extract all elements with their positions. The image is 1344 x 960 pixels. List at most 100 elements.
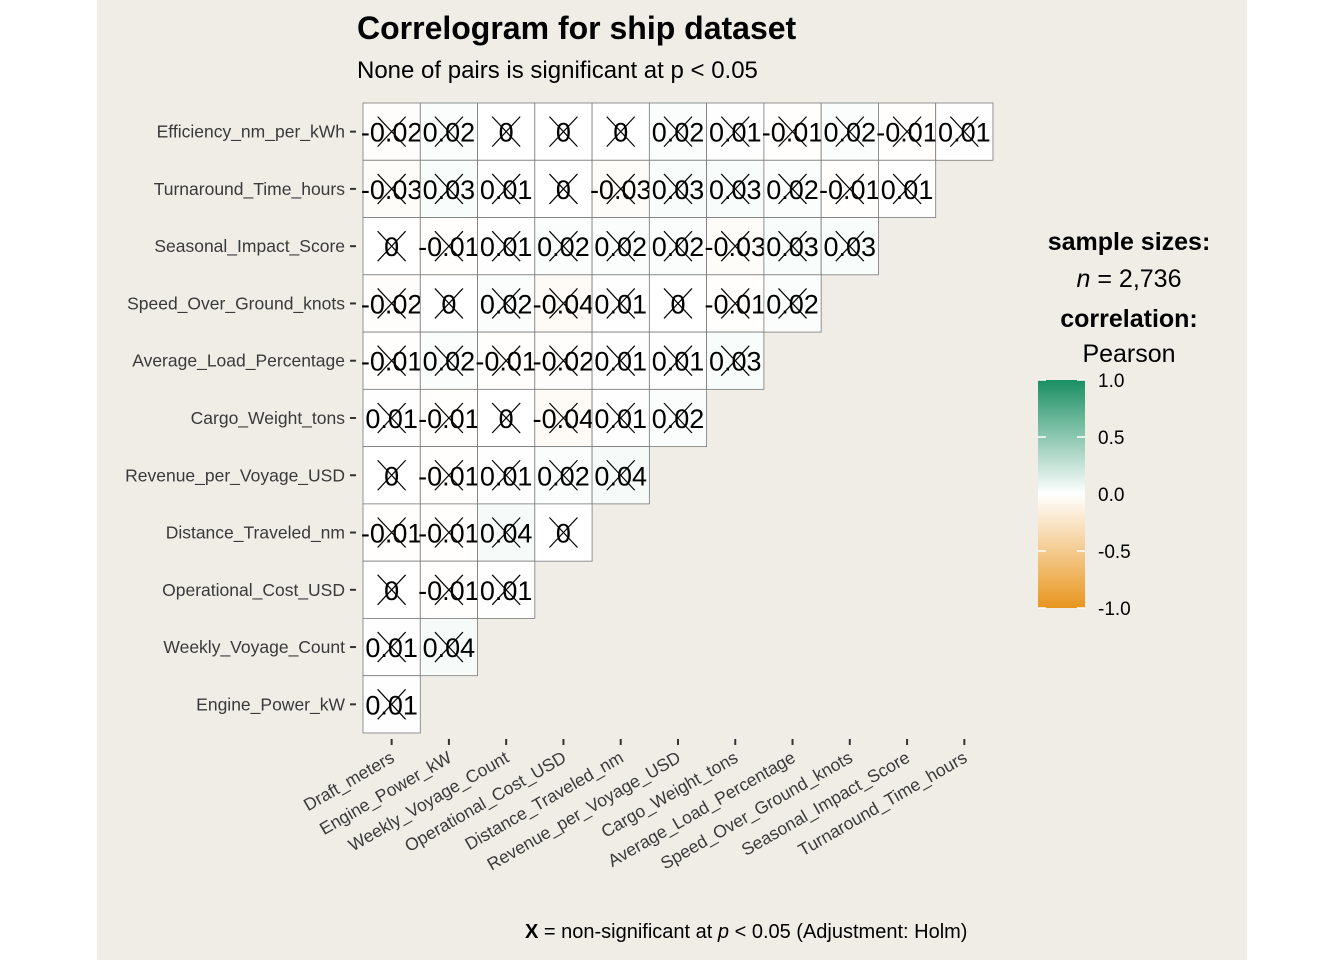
cell-value-label: 0 [670, 289, 685, 319]
non-significant-cross [434, 517, 464, 548]
heatmap-cell: 0 [362, 446, 421, 505]
heatmap-cell: 0.02 [477, 274, 536, 333]
cell-value-label: 0 [499, 404, 514, 434]
y-tick-label: Efficiency_nm_per_kWh [157, 122, 345, 143]
legend-n-symbol: n [1077, 265, 1091, 293]
non-significant-cross [606, 173, 636, 205]
non-significant-cross [606, 459, 636, 491]
legend-sample-size: n = 2,736 [1077, 265, 1182, 293]
legend-sample-heading: sample sizes: [1048, 228, 1211, 256]
non-significant-cross [491, 230, 521, 262]
non-significant-cross [377, 173, 407, 205]
heatmap-cell: 0.01 [935, 102, 994, 161]
heatmap-cell: -0.03 [590, 159, 652, 218]
heatmap-cell: 0 [362, 217, 421, 276]
non-significant-cross [720, 116, 750, 148]
cell-value-label: 0.04 [594, 461, 647, 491]
cell-value-label: 0.02 [423, 347, 476, 377]
non-significant-cross [491, 459, 521, 491]
cell-value-label: 0 [384, 576, 399, 606]
heatmap-cell: 0.04 [477, 503, 536, 562]
cell-value-label: 0 [384, 461, 399, 491]
heatmap-cell: 0.01 [362, 618, 421, 677]
non-significant-cross [778, 230, 807, 262]
legend-method: Pearson [1082, 340, 1175, 368]
cell-value-label: 0 [556, 519, 571, 549]
non-significant-cross [434, 288, 464, 319]
y-tick-label: Seasonal_Impact_Score [154, 236, 345, 257]
x-axis-labels: Draft_metersEngine_Power_kWWeekly_Voyage… [300, 738, 971, 875]
heatmap-cell: 0.01 [591, 331, 650, 390]
heatmap-cells: -0.02 0.02 0 0 0 0.02 0.01 -0.01 0.02 -0.01 0.01-0… [361, 102, 994, 734]
cell-rect [878, 159, 937, 218]
non-significant-cross [434, 230, 464, 262]
non-significant-cross [606, 345, 636, 377]
cell-value-label: 0 [556, 175, 571, 205]
heatmap-cell: 0.02 [763, 274, 822, 333]
cell-value-label: 0.01 [652, 347, 705, 377]
cell-rect [419, 331, 478, 390]
non-significant-cross [663, 345, 693, 377]
non-significant-cross [434, 173, 464, 205]
legend-ticks: 1.0 0.5 0.0 -0.5 -1.0 [1038, 371, 1131, 620]
cell-value-label: -0.01 [418, 404, 480, 434]
non-significant-cross [835, 173, 865, 205]
heatmap-cell: -0.01 [418, 560, 480, 619]
heatmap-cell: 0.01 [477, 159, 536, 218]
non-significant-cross [663, 288, 693, 319]
cell-value-label: -0.01 [704, 289, 766, 319]
cell-value-label: 0.01 [938, 118, 991, 148]
heatmap-cell: 0.03 [763, 217, 822, 276]
heatmap-cell: 0.02 [648, 388, 708, 448]
heatmap-cell: -0.01 [418, 388, 480, 448]
non-significant-cross [835, 116, 865, 148]
non-significant-cross [434, 459, 464, 491]
heatmap-cell: 0.02 [419, 102, 478, 161]
legend-tick-label: 0.5 [1098, 428, 1124, 449]
heatmap-cell: -0.01 [704, 274, 766, 333]
non-significant-cross [720, 345, 750, 377]
non-significant-cross [491, 173, 521, 205]
caption-x-symbol: X [525, 921, 539, 943]
non-significant-cross [549, 345, 578, 377]
cell-value-label: 0.03 [824, 232, 877, 262]
non-significant-cross [663, 173, 693, 205]
non-significant-cross [377, 517, 407, 548]
heatmap-cell: 0 [534, 159, 593, 218]
caption-text-2: < 0.05 (Adjustment: Holm) [729, 921, 967, 943]
cell-value-label: 0.02 [537, 232, 590, 262]
non-significant-cross [663, 230, 693, 262]
non-significant-cross [892, 173, 922, 205]
cell-value-label: 0.01 [480, 576, 533, 606]
heatmap-cell: 0.04 [419, 618, 478, 677]
heatmap-cell: 0.01 [362, 388, 421, 448]
cell-value-label: 0.02 [766, 289, 819, 319]
caption: X = non-significant at p < 0.05 (Adjustm… [525, 921, 967, 943]
heatmap-cell: -0.02 [361, 102, 423, 161]
non-significant-cross [377, 230, 407, 262]
y-tick-label: Cargo_Weight_tons [191, 408, 346, 429]
cell-rect [362, 560, 421, 619]
non-significant-cross [549, 402, 578, 434]
non-significant-cross [606, 402, 636, 434]
cell-value-label: 0.03 [709, 347, 762, 377]
heatmap-cell: -0.03 [704, 217, 766, 276]
non-significant-cross [720, 230, 750, 262]
cell-value-label: -0.01 [361, 347, 423, 377]
heatmap-cell: 0 [534, 503, 593, 562]
heatmap-cell: -0.01 [418, 217, 480, 276]
y-axis-labels: Efficiency_nm_per_kWh Turnaround_Time_hou… [125, 122, 356, 715]
non-significant-cross [377, 116, 407, 148]
cell-value-label: 0.01 [365, 633, 418, 663]
heatmap-cell: 0.04 [591, 446, 650, 505]
non-significant-cross [549, 288, 578, 319]
heatmap-cell: 0.02 [763, 159, 822, 218]
non-significant-cross [491, 517, 521, 548]
heatmap-cell: -0.02 [361, 274, 422, 333]
y-tick-label: Engine_Power_kW [196, 694, 345, 715]
cell-value-label: -0.03 [590, 175, 652, 205]
cell-value-label: -0.01 [418, 519, 480, 549]
cell-value-label: 0 [556, 118, 571, 148]
cell-value-label: -0.02 [361, 118, 423, 148]
y-tick-label: Distance_Traveled_nm [166, 523, 345, 544]
